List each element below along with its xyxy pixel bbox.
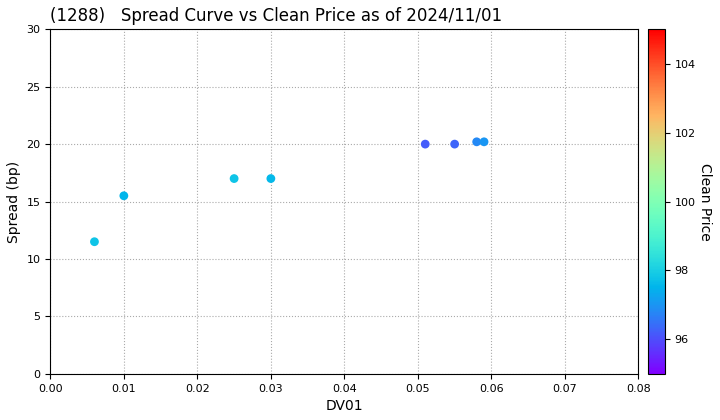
Point <box>471 139 482 145</box>
Point <box>420 141 431 147</box>
Text: (1288)   Spread Curve vs Clean Price as of 2024/11/01: (1288) Spread Curve vs Clean Price as of… <box>50 7 503 25</box>
X-axis label: DV01: DV01 <box>325 399 363 413</box>
Y-axis label: Clean Price: Clean Price <box>698 163 712 240</box>
Point <box>265 175 276 182</box>
Point <box>118 192 130 199</box>
Point <box>478 139 490 145</box>
Point <box>89 239 100 245</box>
Point <box>449 141 460 147</box>
Point <box>228 175 240 182</box>
Y-axis label: Spread (bp): Spread (bp) <box>7 160 21 243</box>
